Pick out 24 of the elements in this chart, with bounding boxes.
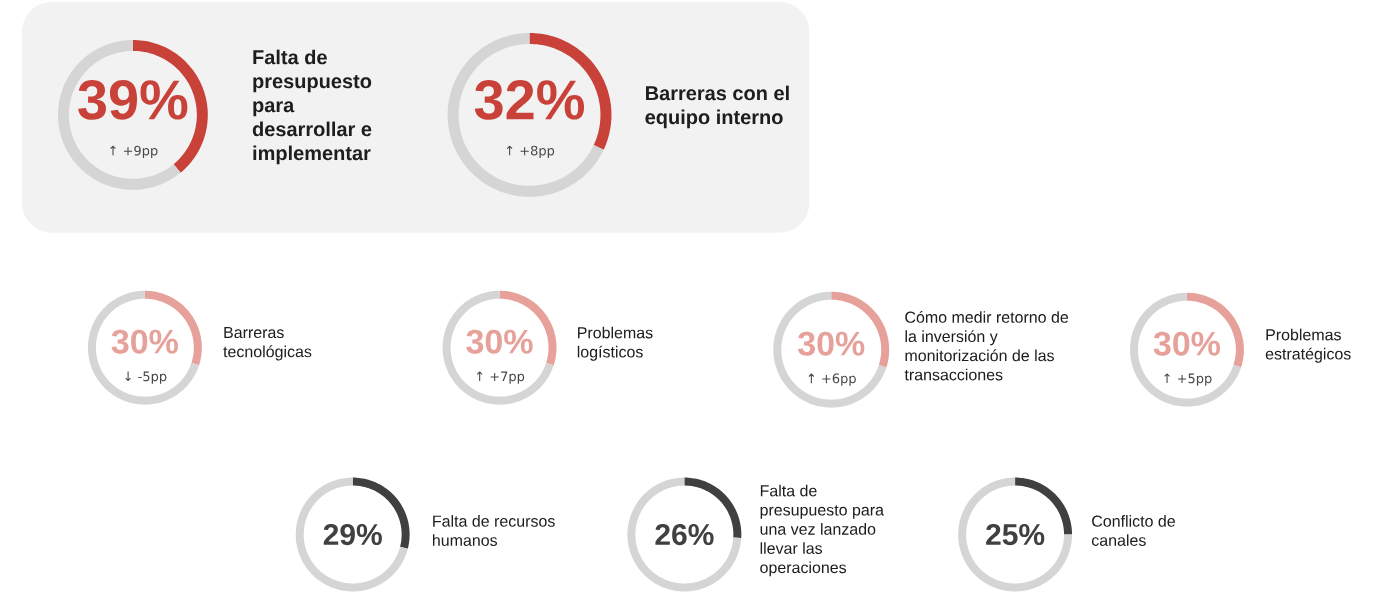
data-label: 26% (655, 523, 714, 545)
slice-label: Conflicto de canales (1091, 514, 1175, 546)
slice-label: Barreras con el equipo interno (645, 85, 789, 128)
data-label: 30% (466, 329, 533, 354)
data-label: 30% (111, 329, 178, 354)
text: ↑ +6pp (808, 373, 856, 386)
data-label: 25% (986, 523, 1045, 545)
slice-label: Falta de presupuesto para desarrollar e implementar (252, 49, 372, 164)
text: ↑ +7pp (476, 371, 525, 384)
data-label: 39% (78, 79, 188, 120)
text: ↑ +5pp (1164, 373, 1212, 386)
slice-label: Falta de recursos humanos (432, 514, 555, 546)
data-label: 32% (474, 79, 585, 120)
data-label: 30% (1153, 331, 1221, 356)
slice-label: Barreras tecnológicas (223, 326, 312, 361)
slice-label: Problemas logísticos (577, 326, 653, 361)
slice-label: Falta de presupuesto para una vez lanzado llevar las operaciones (760, 484, 884, 577)
text: ↑ +9pp (110, 145, 158, 158)
text: ↑ +8pp (506, 145, 555, 158)
data-label: 30% (798, 331, 865, 356)
slice-label: Cómo medir retorno de la inversión y monitorización de las transacciones (904, 310, 1069, 381)
slice-label: Problemas estratégicos (1265, 328, 1351, 363)
text: ↓ -5pp (125, 371, 167, 384)
data-label: 29% (323, 523, 382, 545)
